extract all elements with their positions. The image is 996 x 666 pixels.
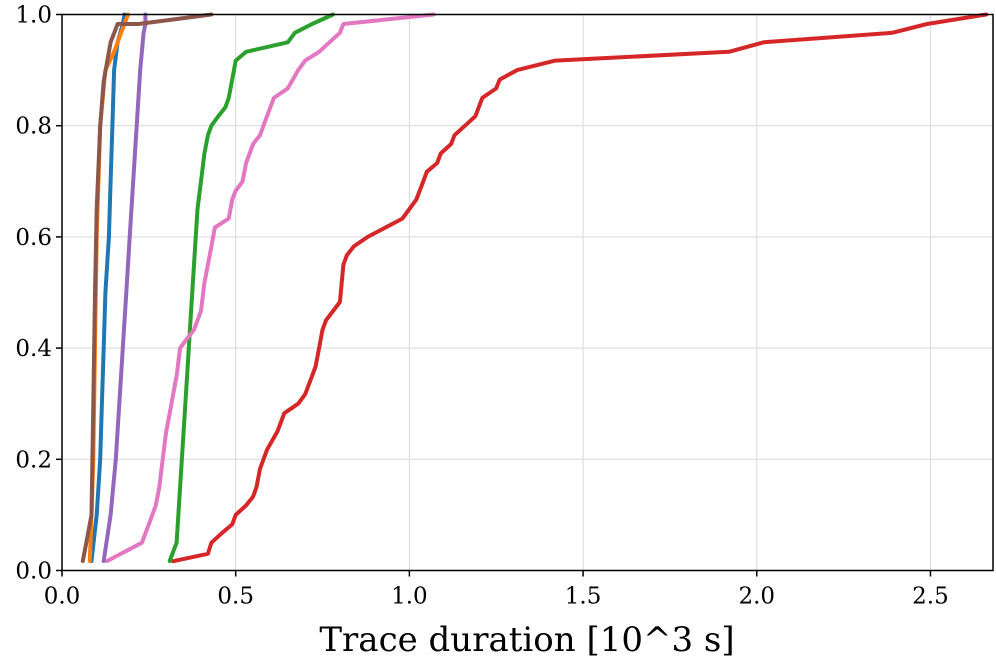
series-brown-line <box>80 12 214 563</box>
x-tick-label: 1.0 <box>391 584 428 610</box>
series-pink-line <box>105 12 436 563</box>
x-axis-title: Trace duration [10^3 s] <box>319 620 734 660</box>
plot-frame <box>61 13 994 572</box>
x-tick-label: 1.5 <box>565 584 602 610</box>
y-tick-label: 0.8 <box>15 114 52 140</box>
x-tick-label: 2.0 <box>738 584 775 610</box>
y-tick-label: 1.0 <box>15 3 52 29</box>
y-tick-label: 0.4 <box>15 336 52 362</box>
series-red-line <box>171 12 989 564</box>
x-tick-label: 2.5 <box>912 584 949 610</box>
y-tick-label: 0.0 <box>15 559 52 585</box>
x-tick-label: 0.5 <box>217 584 254 610</box>
series-green-line <box>167 12 335 563</box>
y-tick-label: 0.2 <box>15 447 52 473</box>
y-tick-label: 0.6 <box>15 225 52 251</box>
axis-ticks: 0.0 0.5 1.0 1.5 2.0 2.5 0.0 0.2 0.4 0.6 0.8 1.0 <box>15 3 948 610</box>
x-tick-label: 0.0 <box>44 584 81 610</box>
series-lines <box>80 12 989 564</box>
series-purple-line <box>101 12 148 563</box>
